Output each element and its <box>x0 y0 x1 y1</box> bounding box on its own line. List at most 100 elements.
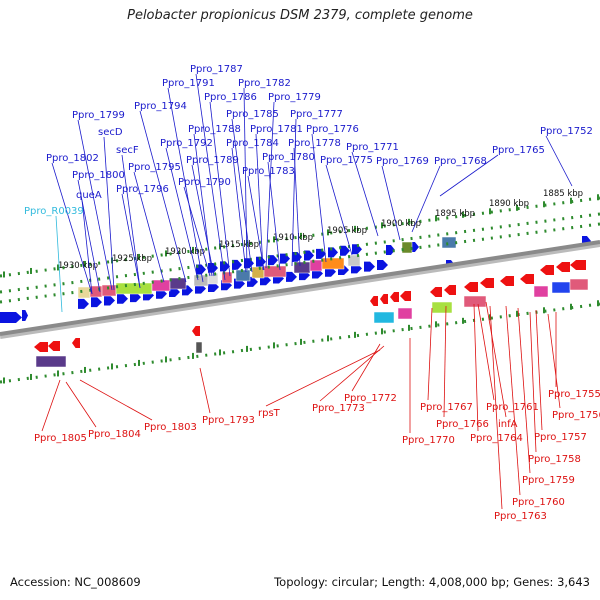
genome-title: Pelobacter propionicus DSM 2379, complet… <box>127 8 473 23</box>
leader-line <box>165 147 199 281</box>
forward-gene-arrow <box>304 250 314 261</box>
reverse-gene-arrow <box>48 341 60 351</box>
gene-label[interactable]: Ppro_1788 <box>188 124 241 135</box>
kbp-tick-label: 1920 kbp <box>165 247 205 257</box>
leader-line <box>191 164 215 277</box>
feature-domain-block <box>569 278 589 291</box>
leader-line <box>381 165 401 241</box>
reverse-gene-arrow <box>72 338 80 348</box>
topology-summary: Topology: circular; Length: 4,008,000 bp… <box>274 575 590 589</box>
gene-label[interactable]: Ppro_1767 <box>420 402 473 413</box>
gene-label[interactable]: Ppro_1776 <box>306 124 359 135</box>
gene-label[interactable]: Ppro_1757 <box>534 432 587 443</box>
gene-label[interactable]: Ppro_1793 <box>202 415 255 426</box>
forward-gene-arrow <box>352 244 362 255</box>
leader-line <box>505 305 521 496</box>
gene-label[interactable]: Ppro_1765 <box>492 145 545 156</box>
gene-label[interactable]: Ppro_1775 <box>320 155 373 166</box>
gene-label[interactable]: Ppro_1769 <box>376 156 429 167</box>
leader-line <box>183 186 211 277</box>
reverse-gene-arrow <box>464 282 478 292</box>
gene-label[interactable]: Ppro_1802 <box>46 153 99 164</box>
leader-line <box>427 307 433 401</box>
gene-label[interactable]: Ppro_1756 <box>552 410 600 421</box>
gene-label[interactable]: infA <box>498 419 518 430</box>
gene-label[interactable]: Ppro_1782 <box>238 78 291 89</box>
leader-line <box>439 154 499 197</box>
gene-label[interactable]: Ppro_1799 <box>72 110 125 121</box>
leader-line <box>243 87 248 271</box>
leader-line <box>485 301 507 418</box>
gene-label[interactable]: rpsT <box>258 408 281 419</box>
gene-label[interactable]: Ppro_1790 <box>178 177 231 188</box>
gene-label[interactable]: Ppro_1779 <box>268 92 321 103</box>
rna-gene-label[interactable]: Ppro_R0039 <box>24 206 84 217</box>
gene-label[interactable]: Ppro_1787 <box>190 64 243 75</box>
gene-label[interactable]: Ppro_1780 <box>262 152 315 163</box>
gene-label[interactable]: Ppro_1789 <box>186 155 239 166</box>
feature-domain-block <box>431 301 453 314</box>
gene-label[interactable]: Ppro_1772 <box>344 393 397 404</box>
gene-label[interactable]: secF <box>116 145 139 156</box>
gene-label[interactable]: Ppro_1770 <box>402 435 455 446</box>
label-leader-lines <box>41 73 573 510</box>
feature-domain-block <box>235 269 251 282</box>
leader-line <box>167 87 204 283</box>
gene-label[interactable]: secD <box>98 127 123 138</box>
gene-label[interactable]: Ppro_1805 <box>34 433 87 444</box>
backbone-line <box>0 240 600 336</box>
gene-label[interactable]: Ppro_1764 <box>470 433 523 444</box>
gene-label[interactable]: Ppro_1804 <box>88 429 141 440</box>
gene-label[interactable]: Ppro_1752 <box>540 126 593 137</box>
gene-label[interactable]: Ppro_1800 <box>72 170 125 181</box>
gene-label[interactable]: Ppro_1766 <box>436 419 489 430</box>
leader-line <box>311 133 327 263</box>
reverse-gene-arrow <box>480 278 494 288</box>
gene-label[interactable]: Ppro_1777 <box>290 109 343 120</box>
leader-line <box>209 101 231 277</box>
kbp-tick-label: 1930 kbp <box>58 261 98 271</box>
reverse-gene-arrow <box>570 260 586 270</box>
forward-gene-arrow <box>377 259 388 270</box>
forward-gene-arrow <box>169 287 180 298</box>
gene-label[interactable]: Ppro_1763 <box>494 511 547 522</box>
gene-label[interactable]: Ppro_1803 <box>144 422 197 433</box>
leader-line <box>65 381 97 428</box>
gene-label[interactable]: Ppro_1794 <box>134 101 187 112</box>
gene-label[interactable]: Ppro_1773 <box>312 403 365 414</box>
leader-line <box>41 379 61 432</box>
gene-label[interactable]: Ppro_1791 <box>162 78 215 89</box>
gene-label[interactable]: Ppro_1784 <box>226 138 279 149</box>
gene-label[interactable]: Ppro_1792 <box>160 138 213 149</box>
gene-label[interactable]: Ppro_1783 <box>242 166 295 177</box>
gene-label[interactable]: Ppro_1796 <box>116 184 169 195</box>
gene-label[interactable]: Ppro_1795 <box>128 162 181 173</box>
scale-dotted-row <box>0 302 600 384</box>
gene-label[interactable]: Ppro_1781 <box>250 124 303 135</box>
gene-label[interactable]: Ppro_1761 <box>486 402 539 413</box>
leader-line <box>199 367 211 414</box>
forward-gene-arrow <box>364 261 375 272</box>
gene-label[interactable]: Ppro_1768 <box>434 156 487 167</box>
forward-gene-arrow <box>340 245 350 256</box>
reverse-gene-arrow <box>500 276 514 286</box>
gene-labels: Ppro_1787 Ppro_1791 Ppro_1782 Ppro_1786 Ppro… <box>24 64 600 522</box>
feature-domain-block <box>251 266 265 279</box>
forward-gene-arrow <box>117 293 128 304</box>
gene-label[interactable]: Ppro_1778 <box>288 138 341 149</box>
gene-label[interactable]: Ppro_1785 <box>226 109 279 120</box>
leader-line <box>103 136 115 291</box>
feature-domain-block <box>463 295 487 308</box>
feature-domain-block <box>195 341 203 354</box>
gene-label[interactable]: Ppro_1786 <box>204 92 257 103</box>
leader-line <box>267 161 281 271</box>
forward-gene-arrow <box>78 298 89 309</box>
forward-gene-arrow <box>316 248 326 259</box>
gene-label[interactable]: Ppro_1771 <box>346 142 399 153</box>
gene-label[interactable]: Ppro_1758 <box>528 454 581 465</box>
gene-label[interactable]: Ppro_1759 <box>522 475 575 486</box>
gene-label[interactable]: Ppro_1755 <box>548 389 600 400</box>
gene-label[interactable]: Ppro_1760 <box>512 497 565 508</box>
gene-label[interactable]: queA <box>76 190 102 201</box>
feature-domain-block <box>77 286 91 299</box>
